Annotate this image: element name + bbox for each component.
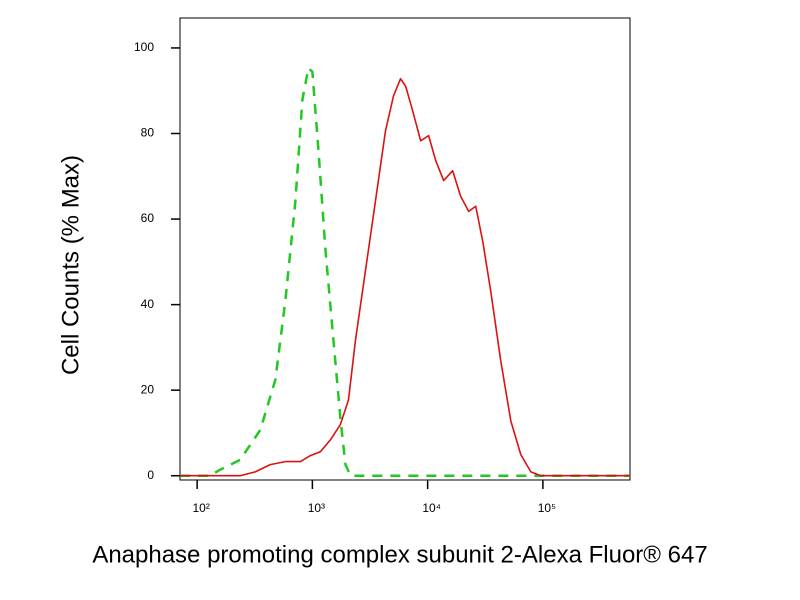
y-tick-label: 20 (141, 382, 155, 396)
x-tick-label: 10² (192, 501, 209, 515)
plot-frame (179, 17, 631, 481)
series-line (180, 66, 630, 477)
y-tick-label: 60 (141, 211, 155, 225)
x-tick-label: 10⁵ (538, 501, 556, 515)
y-axis-title: Cell Counts (% Max) (57, 155, 84, 375)
y-tick-label: 0 (147, 468, 154, 482)
x-axis-title: Anaphase promoting complex subunit 2-Ale… (92, 541, 707, 568)
y-tick-label: 80 (141, 126, 155, 140)
y-tick-label: 100 (134, 40, 154, 54)
series-line (180, 77, 630, 477)
x-tick-label: 10⁴ (422, 501, 441, 515)
y-tick-label: 40 (141, 297, 155, 311)
x-tick-label: 10³ (308, 501, 325, 515)
